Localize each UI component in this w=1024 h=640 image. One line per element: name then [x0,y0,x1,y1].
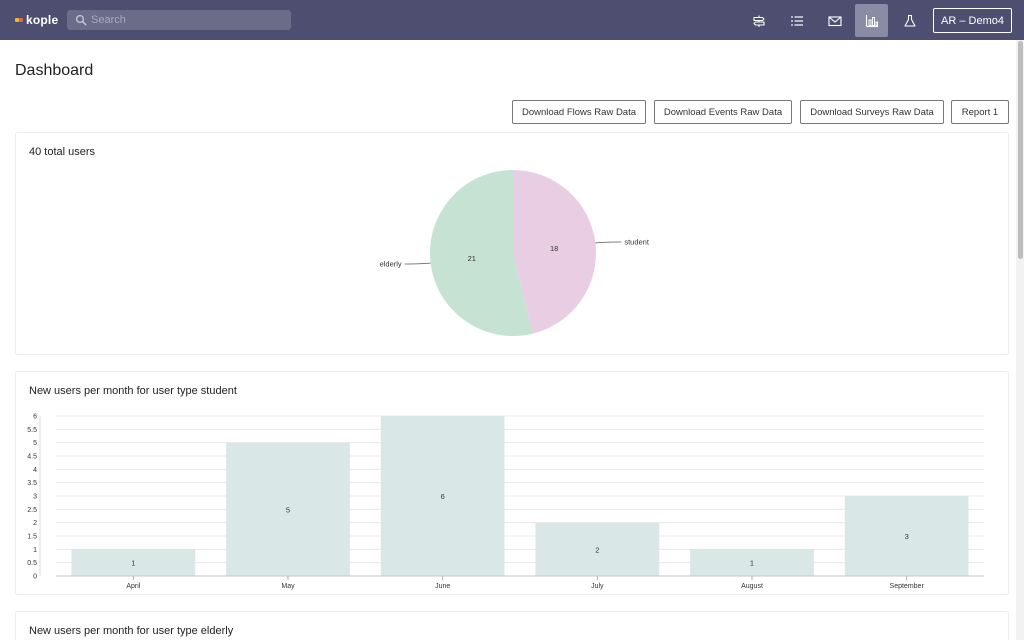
bar-value-label: 1 [131,559,135,568]
y-tick-label: 1 [33,547,37,554]
pie-slice-elderly[interactable] [429,170,533,336]
bar[interactable] [535,522,660,576]
bar[interactable] [226,442,350,576]
student-monthly-bar-chart: 0 0.5 1 1.5 2 2.5 3 3.5 4 4.5 5 5.5 6 1 April 5 May 6 June… [27,414,984,590]
y-tick-label: 2.5 [27,507,37,514]
bar[interactable] [844,496,969,576]
page-scrollbar-track[interactable] [1016,40,1024,640]
search-input[interactable] [91,12,286,28]
y-tick-label: 0 [33,574,37,581]
page-title: Dashboard [15,62,94,79]
pie-leader-line-student [595,241,622,244]
pie-leader-line-elderly [404,262,431,265]
elderly-monthly-title: New users per month for user type elderl… [29,625,234,637]
x-tick-label: August [741,583,763,590]
list-icon [790,15,803,26]
bar-value-label: 2 [595,545,599,554]
nav-flows-button[interactable] [742,4,775,37]
y-tick-label: 2 [33,520,37,527]
download-flows-button[interactable]: Download Flows Raw Data [512,100,646,124]
download-events-button[interactable]: Download Events Raw Data [654,100,792,124]
bar[interactable] [71,549,196,576]
download-surveys-button[interactable]: Download Surveys Raw Data [800,100,944,124]
total-users-title: 40 total users [29,146,96,158]
signpost-icon [752,15,765,27]
account-button[interactable]: AR – Demo4 [933,8,1012,33]
pie-value-elderly: 21 [468,254,476,263]
bar-value-label: 1 [750,559,754,568]
student-monthly-card: New users per month for user type studen… [15,371,1009,595]
app-logo[interactable]: kople [15,12,58,28]
logo-text: kople [26,13,59,27]
pie-value-student: 18 [550,244,558,253]
x-tick-label: May [281,583,295,590]
pie-slice-student[interactable] [513,170,596,334]
y-tick-label: 5 [33,440,37,447]
nav-dashboard-button[interactable] [855,4,888,37]
x-tick-label: June [435,583,450,590]
report-button[interactable]: Report 1 [951,100,1009,124]
y-tick-label: 0.5 [27,560,37,567]
y-tick-label: 6 [33,414,37,421]
search-icon [75,14,87,26]
logo-mark-icon [15,18,23,22]
bar[interactable] [380,416,505,576]
total-users-card: 40 total users 18 21 student elderly [15,132,1009,355]
page-scrollbar-thumb[interactable] [1018,41,1023,259]
nav-messages-button[interactable] [818,4,851,37]
elderly-monthly-card: New users per month for user type elderl… [15,611,1009,640]
x-tick-label: September [890,583,925,590]
y-tick-label: 1.5 [27,534,37,541]
top-navigation-bar: kople [0,0,1024,40]
y-tick-label: 4 [33,467,37,474]
chart-icon [865,14,878,27]
x-tick-label: July [591,583,604,590]
y-tick-label: 3.5 [27,480,37,487]
student-monthly-title: New users per month for user type studen… [29,385,237,397]
nav-experiments-button[interactable] [893,4,926,37]
bar-value-label: 6 [441,492,445,501]
nav-list-button[interactable] [780,4,813,37]
bar-value-label: 5 [286,505,290,514]
pie-label-student: student [624,238,650,247]
search-box[interactable] [67,10,291,30]
x-tick-label: April [126,583,140,590]
y-tick-label: 3 [33,494,37,501]
bar-value-label: 3 [905,532,909,541]
pie-label-elderly: elderly [380,259,402,268]
user-type-pie-chart: 18 21 student elderly [380,170,650,336]
y-tick-label: 5.5 [27,427,37,434]
y-tick-label: 4.5 [27,454,37,461]
bar[interactable] [690,549,814,576]
flask-icon [903,14,916,27]
mail-icon [827,15,842,26]
